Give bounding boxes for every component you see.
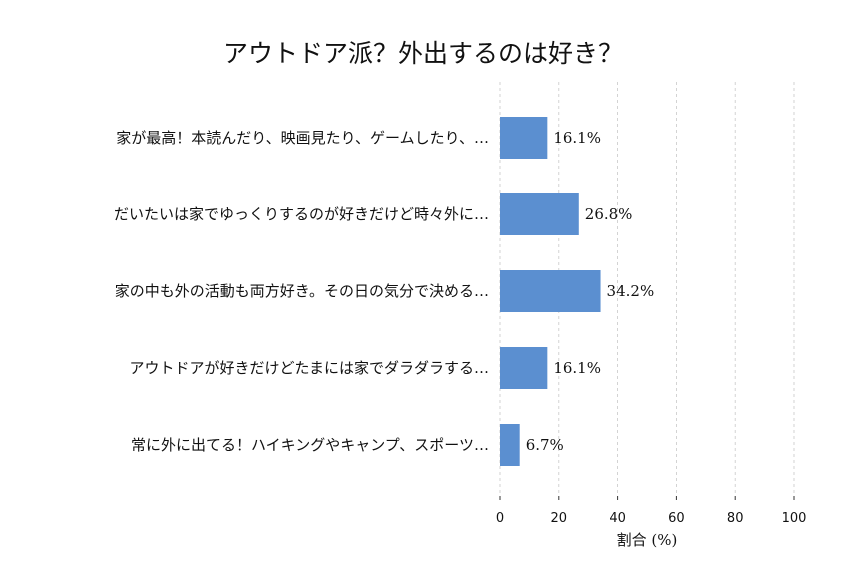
bar-series <box>500 117 601 466</box>
x-tick-label: 0 <box>496 511 504 526</box>
bar-value-label: 34.2% <box>607 282 655 300</box>
x-axis-label: 割合 (%) <box>617 531 678 549</box>
category-label: 家の中も外の活動も両方好き。その日の気分で決める… <box>115 282 489 300</box>
x-tick-label: 40 <box>609 511 626 526</box>
bar-value-label: 16.1% <box>553 129 601 147</box>
x-tick-label: 100 <box>782 511 807 526</box>
bar <box>500 270 601 312</box>
x-tick-label: 60 <box>668 511 685 526</box>
x-tick-label: 20 <box>551 511 568 526</box>
category-label: 常に外に出てる！ハイキングやキャンプ、スポーツ… <box>131 436 489 454</box>
value-labels: 16.1% 26.8% 34.2% 16.1% 6.7% <box>526 129 655 454</box>
category-labels: 家が最高！本読んだり、映画見たり、ゲームしたり、… だいたいは家でゆっくりするのが… <box>114 129 489 454</box>
category-label: 家が最高！本読んだり、映画見たり、ゲームしたり、… <box>116 129 489 147</box>
bar <box>500 193 579 235</box>
bar <box>500 347 548 389</box>
x-axis-ticks: 0 20 40 60 80 100 <box>496 496 807 526</box>
bar-value-label: 16.1% <box>553 359 601 377</box>
category-label: だいたいは家でゆっくりするのが好きだけど時々外に… <box>114 205 489 223</box>
chart-title: アウトドア派？外出するのは好き？ <box>223 39 623 68</box>
bar <box>500 424 520 466</box>
x-tick-label: 80 <box>727 511 744 526</box>
bar-value-label: 26.8% <box>585 205 633 223</box>
category-label: アウトドアが好きだけどたまには家でダラダラする… <box>129 359 489 377</box>
bar <box>500 117 548 159</box>
bar-value-label: 6.7% <box>526 436 564 454</box>
